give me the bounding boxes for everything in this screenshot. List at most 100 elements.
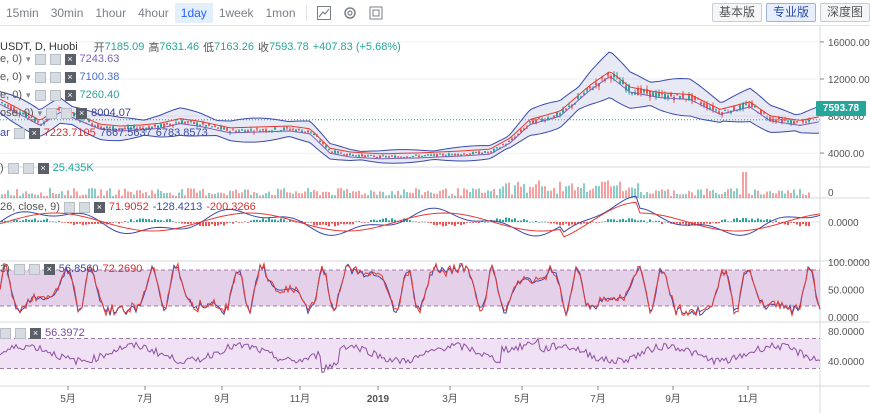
chart-area[interactable]: 16000.00 12000.00 8000.00 4000.00 0 0.0000 100… [0,26,870,413]
view-button-0[interactable]: 基本版 [711,3,762,22]
macd-histogram-bar [79,222,81,224]
candle-body [115,129,117,131]
eye-icon[interactable] [34,53,46,65]
chevron-down-icon[interactable]: ▾ [26,71,31,82]
volume-bar [457,188,459,198]
candle-body [712,105,714,111]
timeframe-15min[interactable]: 15min [6,5,39,20]
timeframe-1day[interactable]: 1day [174,2,213,23]
volume-bar [184,195,186,198]
eye-icon[interactable] [13,127,25,139]
macd-histogram-bar [532,221,534,223]
volume-bar [640,191,642,198]
macd-histogram-bar [577,222,579,224]
volume-bar [667,189,669,198]
eye-icon[interactable] [34,89,46,101]
view-button-1[interactable]: 专业版 [765,3,816,22]
macd-histogram-bar [673,222,675,224]
macd-histogram-bar [418,222,420,223]
volume-bar [208,193,210,198]
macd-eye-icon[interactable] [63,201,75,213]
timeframe-1mon[interactable]: 1mon [265,5,296,20]
volume-close-icon[interactable]: × [37,162,49,174]
close-icon[interactable]: × [64,89,76,101]
timeframe-1week[interactable]: 1week [218,5,254,20]
macd-histogram-bar [166,219,168,222]
volume-settings-icon[interactable] [22,162,34,174]
candle-body [163,123,165,128]
candle-body [313,133,315,136]
volume-bar [649,193,651,198]
macd-histogram-bar [796,222,798,225]
macd-histogram-bar [751,218,753,222]
settings-icon[interactable] [49,53,61,65]
macd-legend: 26, close, 9) × 71.9052 -128.4213 -200.3… [0,201,256,213]
chevron-down-icon[interactable]: ▾ [37,107,43,118]
macd-histogram-bar [640,220,642,222]
candle-body [178,122,180,124]
volume-bar [781,190,783,198]
macd-settings-icon[interactable] [78,201,90,213]
macd-close-icon[interactable]: × [93,201,105,213]
candle-body [97,124,99,128]
rsi-close-icon[interactable]: × [30,327,41,339]
macd-histogram-bar [559,222,561,226]
eye-icon[interactable] [34,71,46,83]
rsi-settings-icon[interactable] [15,327,26,339]
macd-histogram-bar [64,222,66,223]
timeframe-1hour[interactable]: 1hour [95,5,127,20]
candle-body [772,118,774,121]
chevron-down-icon[interactable]: ▾ [26,53,31,64]
volume-bar [52,193,54,198]
volume-bar [274,195,276,198]
candle-body [121,128,123,130]
volume-bar [91,188,93,198]
volume-bar [286,192,288,198]
candle-body [595,82,597,85]
candle-body [319,140,321,142]
candle-body [1,102,3,104]
volume-bar [124,188,126,198]
candle-body [40,124,42,126]
view-button-2[interactable]: 深度图 [819,3,870,22]
volume-eye-icon[interactable] [7,162,19,174]
volume-bar [46,195,48,198]
candle-body [22,113,24,115]
timeframe-30min[interactable]: 30min [50,5,84,20]
timeframe-4hour[interactable]: 4hour [138,5,169,20]
rsi-eye-icon[interactable] [0,327,11,339]
chevron-down-icon[interactable]: ▾ [26,89,31,100]
macd-histogram-bar [715,222,717,224]
candle-body [187,121,189,123]
macd-histogram-bar [802,222,804,225]
settings-icon[interactable] [49,71,61,83]
rsi-axis-label: 40.0000 [828,357,865,368]
candle-body [151,126,153,129]
kdj-eye-icon[interactable] [13,263,25,275]
close-icon[interactable]: × [64,53,76,65]
macd-histogram-bar [628,218,630,222]
kdj-axis-label: 50.0000 [828,286,865,297]
chart-type-icon[interactable] [313,2,335,24]
macd-histogram-bar [184,222,186,224]
volume-bar [181,189,183,198]
settings-icon[interactable] [49,89,61,101]
settings-icon[interactable] [61,107,73,119]
close-icon[interactable]: × [28,127,40,139]
candle-body [412,156,414,158]
volume-bar [238,193,240,198]
fullscreen-icon[interactable] [365,2,387,24]
eye-icon[interactable] [46,107,58,119]
time-axis-label: 3月 [442,393,458,405]
candle-body [295,129,297,132]
macd-histogram-bar [376,220,378,222]
candle-body [655,92,657,98]
kdj-close-icon[interactable]: × [43,263,55,275]
close-icon[interactable]: × [64,71,76,83]
candle-body [415,154,417,156]
candle-body [682,94,684,99]
volume-bar [805,194,807,198]
kdj-settings-icon[interactable] [28,263,40,275]
close-icon[interactable]: × [76,107,88,119]
settings-icon[interactable] [339,2,361,24]
